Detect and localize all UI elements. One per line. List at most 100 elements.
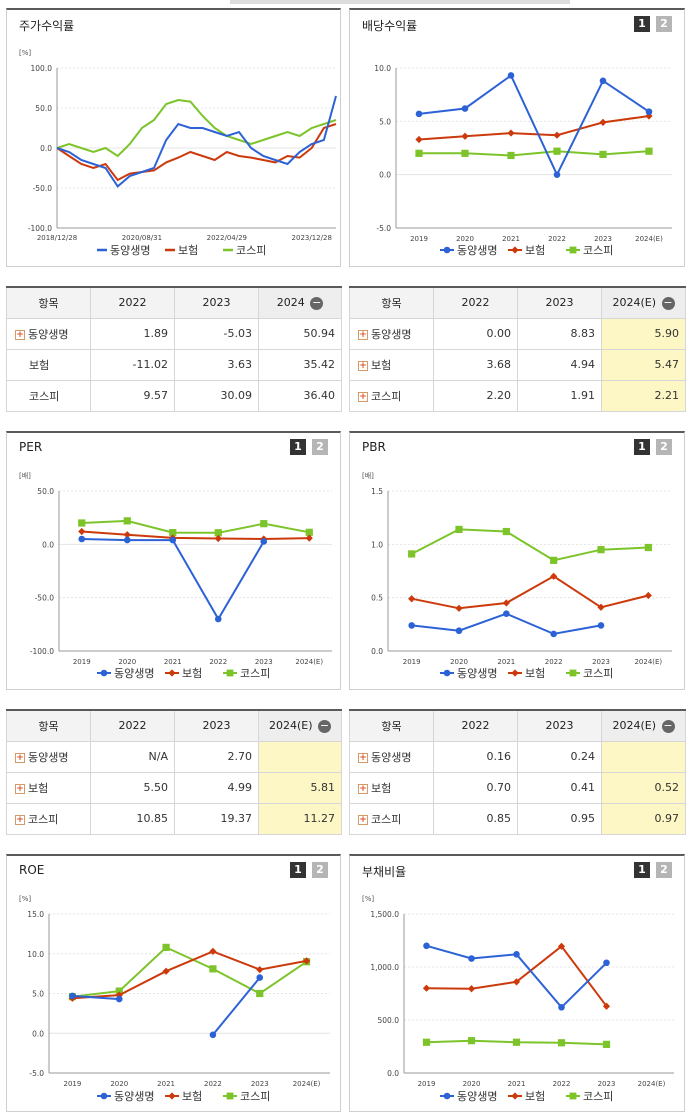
data-point[interactable] — [553, 131, 561, 139]
data-point[interactable] — [599, 118, 607, 126]
data-point[interactable] — [169, 536, 177, 544]
data-point[interactable] — [123, 517, 131, 525]
data-point[interactable] — [467, 985, 476, 993]
data-point[interactable] — [408, 622, 415, 629]
chart-option-1-button[interactable]: 1 — [634, 16, 650, 32]
data-point[interactable] — [644, 591, 652, 600]
chart-option-2-button[interactable]: 2 — [656, 439, 672, 455]
data-point[interactable] — [550, 630, 557, 638]
data-point[interactable] — [507, 151, 515, 160]
collapse-icon[interactable]: − — [318, 718, 332, 733]
data-point[interactable] — [209, 947, 217, 955]
data-point[interactable] — [415, 110, 423, 118]
data-point[interactable] — [209, 1031, 217, 1039]
data-point[interactable] — [423, 942, 430, 950]
chart-option-2-button[interactable]: 2 — [312, 862, 328, 878]
data-point[interactable] — [461, 149, 469, 157]
data-point[interactable] — [644, 543, 652, 552]
data-point[interactable] — [603, 959, 610, 967]
data-point[interactable] — [455, 604, 463, 612]
data-point[interactable] — [115, 995, 123, 1003]
row-label[interactable]: + 동양생명 — [349, 740, 434, 773]
chart-option-1-button[interactable]: 1 — [290, 439, 306, 455]
data-point[interactable] — [169, 529, 177, 537]
data-point[interactable] — [305, 528, 313, 536]
expand-plus-icon[interactable]: + — [358, 814, 368, 825]
expand-plus-icon[interactable]: + — [15, 329, 25, 340]
row-label[interactable]: + 보험 — [6, 771, 91, 804]
data-point[interactable] — [69, 992, 76, 1000]
data-point[interactable] — [408, 595, 416, 603]
data-point[interactable] — [256, 966, 264, 974]
chart-option-1-button[interactable]: 1 — [634, 862, 650, 878]
data-point[interactable] — [645, 147, 653, 155]
row-label[interactable]: + 동양생명 — [349, 317, 434, 350]
data-point[interactable] — [550, 556, 558, 564]
data-point[interactable] — [214, 615, 222, 623]
data-point[interactable] — [461, 105, 469, 112]
data-point[interactable] — [260, 520, 268, 528]
data-point[interactable] — [553, 147, 561, 155]
expand-plus-icon[interactable]: + — [358, 360, 368, 371]
chart-option-2-button[interactable]: 2 — [656, 862, 672, 878]
data-point[interactable] — [256, 974, 264, 981]
row-label[interactable]: + 동양생명 — [6, 317, 91, 350]
collapse-icon[interactable]: − — [661, 718, 675, 733]
data-point[interactable] — [597, 546, 605, 554]
data-point[interactable] — [602, 1002, 611, 1010]
row-label[interactable]: + 코스피 — [349, 379, 434, 412]
data-point[interactable] — [162, 967, 170, 975]
data-point[interactable] — [78, 519, 86, 527]
data-point[interactable] — [599, 150, 607, 158]
data-point[interactable] — [260, 538, 268, 545]
data-point[interactable] — [467, 1037, 476, 1045]
expand-plus-icon[interactable]: + — [15, 783, 25, 794]
data-point[interactable] — [455, 525, 463, 533]
data-point[interactable] — [507, 72, 515, 79]
collapse-icon[interactable]: − — [661, 295, 675, 310]
data-point[interactable] — [461, 132, 469, 140]
data-point[interactable] — [422, 1038, 431, 1046]
data-point[interactable] — [78, 535, 86, 543]
data-point[interactable] — [305, 534, 313, 542]
data-point[interactable] — [455, 627, 463, 635]
data-point[interactable] — [214, 534, 222, 543]
expand-plus-icon[interactable]: + — [358, 752, 368, 763]
expand-plus-icon[interactable]: + — [358, 391, 368, 402]
data-point[interactable] — [415, 149, 423, 157]
data-point[interactable] — [209, 965, 217, 973]
row-label[interactable]: + 보험 — [349, 771, 434, 804]
data-point[interactable] — [597, 622, 605, 629]
chart-option-1-button[interactable]: 1 — [290, 862, 306, 878]
data-point[interactable] — [415, 135, 423, 144]
data-point[interactable] — [602, 1040, 611, 1048]
data-point[interactable] — [162, 943, 170, 951]
row-label[interactable]: + 코스피 — [349, 802, 434, 835]
data-point[interactable] — [502, 527, 510, 536]
data-point[interactable] — [214, 529, 222, 537]
data-point[interactable] — [513, 950, 520, 958]
data-point[interactable] — [553, 171, 561, 178]
row-label[interactable]: + 보험 — [349, 348, 434, 381]
data-point[interactable] — [408, 550, 416, 558]
row-label[interactable]: + 코스피 — [6, 802, 91, 835]
data-point[interactable] — [302, 957, 311, 965]
collapse-icon[interactable]: − — [310, 295, 324, 310]
chart-option-1-button[interactable]: 1 — [634, 439, 650, 455]
data-point[interactable] — [557, 942, 566, 950]
data-point[interactable] — [507, 129, 515, 137]
expand-plus-icon[interactable]: + — [358, 329, 368, 340]
data-point[interactable] — [557, 1039, 566, 1047]
data-point[interactable] — [422, 984, 431, 992]
data-point[interactable] — [468, 955, 475, 962]
row-label[interactable]: + 동양생명 — [6, 740, 91, 773]
data-point[interactable] — [123, 531, 131, 539]
data-point[interactable] — [645, 108, 653, 116]
data-point[interactable] — [115, 991, 123, 999]
data-point[interactable] — [558, 1003, 565, 1011]
data-point[interactable] — [503, 610, 510, 617]
data-point[interactable] — [123, 536, 131, 544]
expand-plus-icon[interactable]: + — [15, 752, 25, 763]
data-point[interactable] — [599, 77, 607, 85]
data-point[interactable] — [78, 527, 86, 536]
